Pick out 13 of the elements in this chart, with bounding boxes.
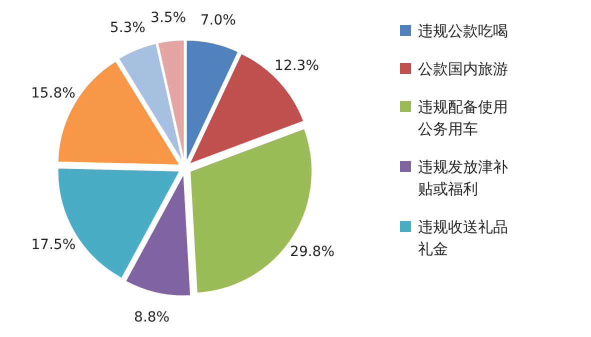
data-label: 29.8% xyxy=(290,244,335,260)
data-label: 8.8% xyxy=(134,309,170,326)
legend-label: 公款国内旅游 xyxy=(418,60,508,78)
data-label: 12.3% xyxy=(274,58,320,74)
data-label: 7.0% xyxy=(200,12,236,29)
legend-label: 违规配备使用公务用车 xyxy=(418,98,508,138)
data-label: 17.5% xyxy=(31,237,76,254)
legend-label: 违规发放津补贴或福利 xyxy=(418,158,508,198)
data-label: 5.3% xyxy=(110,20,146,36)
data-label: 3.5% xyxy=(150,10,186,26)
data-label: 15.8% xyxy=(30,85,76,102)
legend-label: 违规收送礼品礼金 xyxy=(418,218,508,258)
legend-label: 违规公款吃喝 xyxy=(418,22,508,40)
